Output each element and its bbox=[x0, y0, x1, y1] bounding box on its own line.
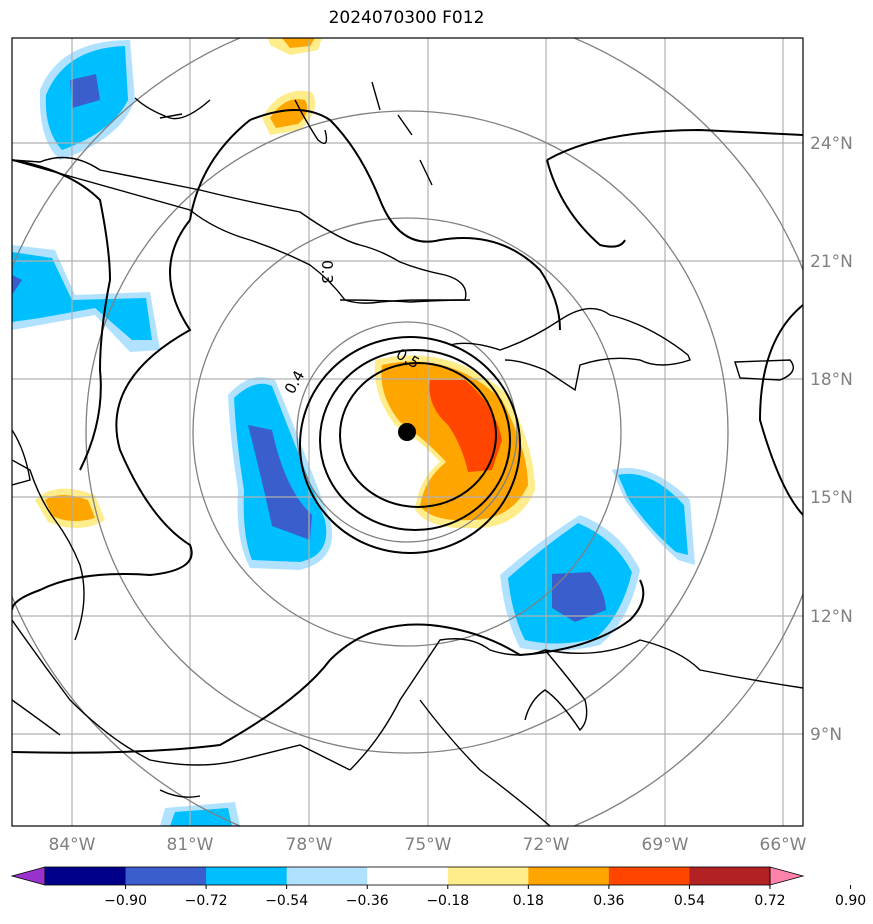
colorbar-frame bbox=[44, 866, 771, 886]
lon-label-69w: 69°W bbox=[642, 835, 689, 855]
contour-lines bbox=[12, 109, 803, 754]
colorbar-extend-min bbox=[10, 866, 46, 886]
colorbar-tick-label: −0.18 bbox=[426, 893, 469, 909]
lon-label-81w: 81°W bbox=[167, 835, 214, 855]
colorbar-segment bbox=[206, 867, 288, 885]
map-title: 2024070300 F012 bbox=[328, 8, 485, 28]
lon-label-84w: 84°W bbox=[49, 835, 96, 855]
colorbar-segment bbox=[608, 867, 690, 885]
lat-label-21n: 21°N bbox=[810, 252, 853, 272]
colorbar-tick-label: 0.36 bbox=[593, 893, 624, 909]
map-border bbox=[11, 37, 804, 827]
lon-label-78w: 78°W bbox=[286, 835, 333, 855]
colorbar-tick-label: −0.36 bbox=[346, 893, 389, 909]
map-panel bbox=[12, 38, 803, 826]
colorbar-segment bbox=[45, 867, 127, 885]
shaded-field bbox=[12, 38, 695, 826]
range-rings bbox=[12, 38, 803, 826]
colorbar-tick-label: 0.72 bbox=[754, 893, 785, 909]
lat-label-24n: 24°N bbox=[810, 134, 853, 154]
coastlines bbox=[12, 81, 803, 826]
lat-label-18n: 18°N bbox=[810, 370, 853, 390]
colorbar-tick-label: −0.54 bbox=[265, 893, 308, 909]
lat-label-9n: 9°N bbox=[810, 725, 842, 745]
lat-label-12n: 12°N bbox=[810, 607, 853, 627]
lon-label-72w: 72°W bbox=[523, 835, 570, 855]
colorbar-tick-label: 0.54 bbox=[674, 893, 705, 909]
contour-label-03: 0.3 bbox=[318, 260, 336, 284]
colorbar-tick-label: 0.18 bbox=[513, 893, 544, 909]
lon-label-66w: 66°W bbox=[760, 835, 807, 855]
colorbar-segment bbox=[125, 867, 207, 885]
colorbar-segment bbox=[367, 867, 449, 885]
storm-center-marker bbox=[398, 423, 416, 441]
colorbar-segment bbox=[528, 867, 610, 885]
colorbar: −0.90 −0.72 −0.54 −0.36 −0.18 0.18 0.36 0.54 0.7… bbox=[10, 866, 866, 909]
lat-label-15n: 15°N bbox=[810, 488, 853, 508]
colorbar-tick-label: −0.90 bbox=[104, 893, 147, 909]
colorbar-tick-label: −0.72 bbox=[185, 893, 228, 909]
lon-label-75w: 75°W bbox=[405, 835, 452, 855]
colorbar-segment bbox=[447, 867, 529, 885]
colorbar-segment bbox=[286, 867, 368, 885]
graticule bbox=[12, 38, 803, 826]
colorbar-extend-max bbox=[769, 866, 805, 886]
colorbar-segment bbox=[689, 867, 771, 885]
colorbar-tick-label: 0.90 bbox=[835, 893, 866, 909]
